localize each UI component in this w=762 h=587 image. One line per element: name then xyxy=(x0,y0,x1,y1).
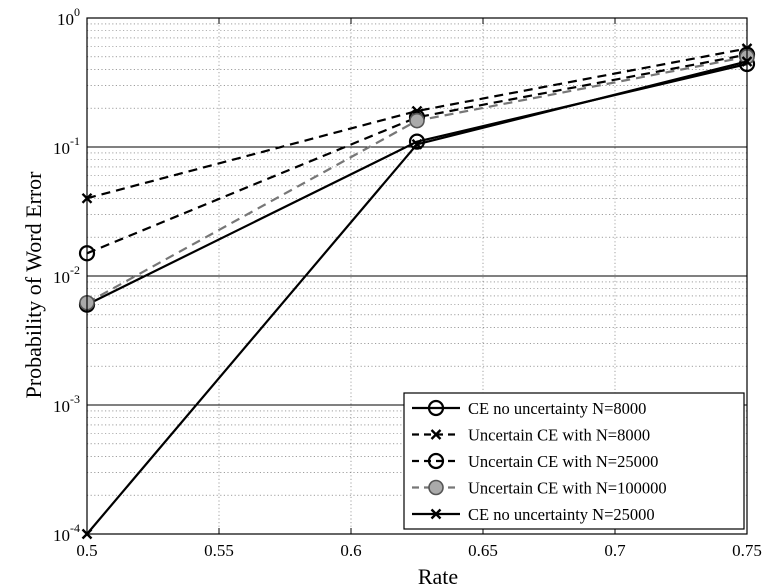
legend-label: Uncertain CE with N=25000 xyxy=(468,452,658,471)
x-tick-label: 0.55 xyxy=(204,541,234,560)
ticks: 0.5 0.55 0.6 0.65 0.7 0.75 10-4 10-3 10-2 10-1 100 xyxy=(53,5,762,560)
y-tick-label: 10-1 xyxy=(53,134,80,158)
legend-item: CE no uncertainty N=8000 xyxy=(412,399,646,418)
y-tick-label: 100 xyxy=(57,5,80,29)
legend-label: Uncertain CE with N=8000 xyxy=(468,426,650,445)
marker-gray-circle xyxy=(428,479,444,496)
marker-x xyxy=(411,138,423,150)
marker-circle xyxy=(427,452,445,470)
series-4 xyxy=(79,49,755,311)
legend: CE no uncertainty N=8000 Uncertain CE wit… xyxy=(403,392,745,530)
legend-item: Uncertain CE with N=100000 xyxy=(412,479,667,498)
y-tick-label: 10-4 xyxy=(53,521,80,545)
x-tick-label: 0.75 xyxy=(732,541,762,560)
marker-x-stroke xyxy=(430,508,442,520)
marker-circle xyxy=(427,399,445,417)
x-tick-label: 0.7 xyxy=(604,541,626,560)
series-line xyxy=(86,55,748,304)
x-tick-label: 0.6 xyxy=(340,541,361,560)
marker-x xyxy=(430,429,442,440)
marker-x-stroke xyxy=(411,138,423,150)
series-line xyxy=(86,47,748,200)
series-1 xyxy=(78,55,756,313)
x-tick-label: 0.65 xyxy=(468,541,498,560)
series-line xyxy=(86,62,748,306)
marker-gray-circle xyxy=(409,112,425,129)
series-5 xyxy=(81,56,753,540)
legend-box xyxy=(403,392,745,530)
y-axis-label: Probability of Word Error xyxy=(21,171,46,399)
legend-item: Uncertain CE with N=8000 xyxy=(412,426,650,445)
legend-label: CE no uncertainty N=8000 xyxy=(468,399,646,418)
y-tick-label: 10-3 xyxy=(53,392,80,416)
x-axis-label: Rate xyxy=(418,564,458,587)
x-tick-label: 0.5 xyxy=(76,541,97,560)
marker-x xyxy=(430,508,442,520)
y-tick-label: 10-2 xyxy=(53,263,80,287)
legend-item: Uncertain CE with N=25000 xyxy=(412,452,658,471)
marker-x-stroke xyxy=(430,429,442,440)
series-3 xyxy=(78,46,756,262)
legend-item: CE no uncertainty N=25000 xyxy=(412,505,655,524)
legend-label: Uncertain CE with N=100000 xyxy=(468,479,667,498)
legend-label: CE no uncertainty N=25000 xyxy=(468,505,655,524)
series-line xyxy=(86,53,748,255)
